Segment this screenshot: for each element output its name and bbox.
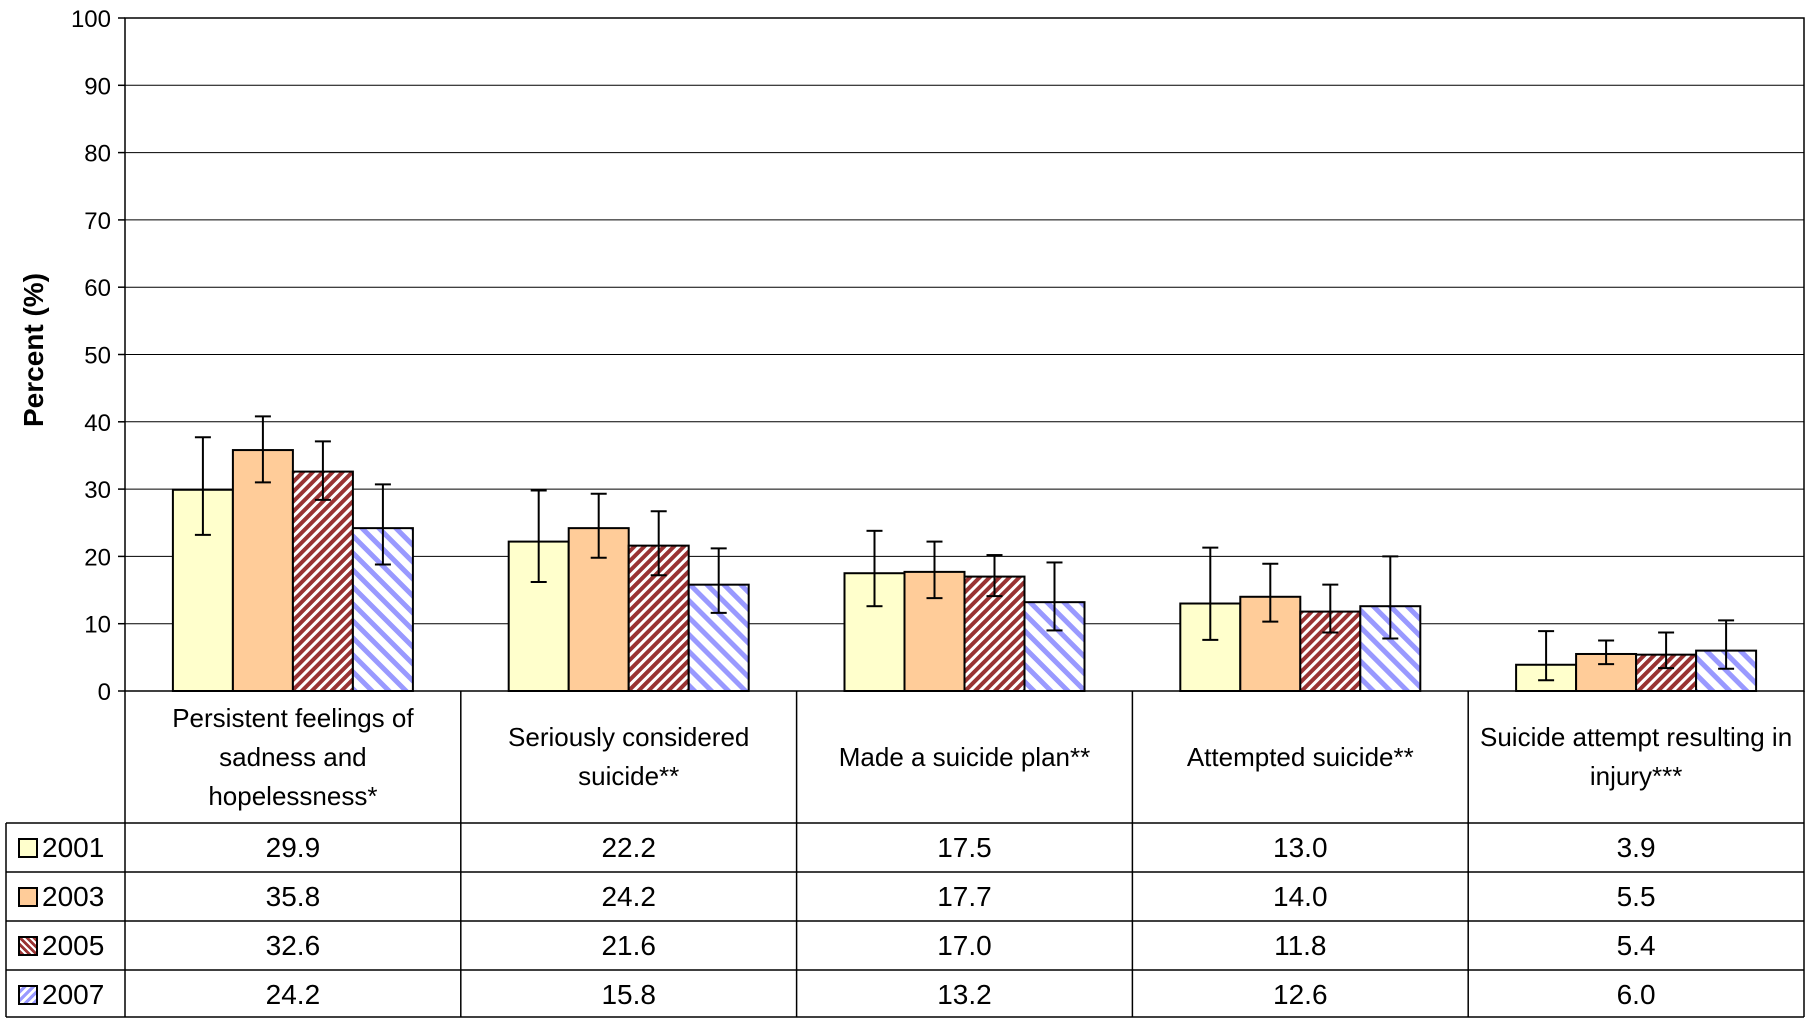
y-tick-label: 70 [84, 208, 111, 235]
legend-row-2005: 2005 [6, 921, 125, 970]
legend-label: 2005 [42, 929, 105, 961]
legend-label: 2003 [42, 880, 105, 912]
y-tick-label: 80 [84, 141, 111, 168]
table-cell: 5.5 [1616, 880, 1656, 912]
table-cell: 6.0 [1616, 978, 1656, 1010]
bar-2003-0 [231, 449, 294, 693]
bars [171, 449, 1758, 693]
y-tick-label: 90 [84, 73, 111, 100]
table-cell: 29.9 [265, 831, 321, 863]
y-tick-label: 50 [84, 343, 111, 370]
legend-row-2003: 2003 [6, 872, 125, 921]
y-tick-label: 10 [84, 612, 111, 639]
legend-swatch-2001 [18, 837, 38, 858]
x-category-label: Made a suicide plan** [838, 741, 1091, 772]
table-cell: 21.6 [601, 929, 656, 961]
table-cell: 17.7 [937, 880, 992, 912]
x-category-label: Suicide attempt resulting in injury*** [1480, 722, 1793, 791]
error-bars [194, 415, 1735, 682]
legend-label: 2001 [42, 831, 105, 863]
x-category-label: Attempted suicide** [1186, 741, 1414, 772]
x-category-label: Persistent feelings of sadness and hopel… [172, 702, 414, 811]
table-cell: 13.2 [937, 978, 992, 1010]
bar-2005-0 [291, 470, 354, 692]
table-cell: 35.8 [265, 880, 321, 912]
table-cell: 12.6 [1273, 978, 1328, 1010]
table-cell: 17.0 [937, 929, 992, 961]
table-cell: 14.0 [1273, 880, 1328, 912]
data-table-grid [5, 691, 1805, 1018]
table-cell: 11.8 [1274, 929, 1327, 961]
y-axis-label: Percent (%) [18, 272, 49, 428]
y-tick-label: 20 [84, 544, 111, 571]
table-cell: 17.5 [937, 831, 992, 863]
legend-swatch-2003 [18, 886, 38, 907]
table-cell: 3.9 [1616, 831, 1656, 863]
table-cell: 15.8 [601, 978, 656, 1010]
x-category-label: Seriously considered suicide** [508, 722, 750, 791]
y-tick-label: 100 [71, 6, 111, 33]
y-tick-label: 0 [98, 679, 111, 706]
y-tick-label: 30 [84, 477, 111, 504]
legend-label: 2007 [42, 978, 105, 1010]
table-cell: 13.0 [1273, 831, 1328, 863]
y-tick-label: 40 [84, 410, 111, 437]
table-cell: 5.4 [1616, 929, 1656, 961]
legend-row-2007: 2007 [6, 970, 125, 1019]
legend-swatch-2005 [18, 935, 38, 956]
plot-frame [124, 17, 1805, 692]
table-cell: 32.6 [265, 929, 321, 961]
legend-swatch-2007 [18, 984, 38, 1005]
y-axis-ticks: 0 10 20 30 40 50 60 70 80 90 100 [71, 6, 125, 706]
plot-area-border [124, 17, 1805, 692]
table-cell: 24.2 [265, 978, 321, 1010]
table-cell: 24.2 [601, 880, 656, 912]
y-tick-label: 60 [84, 275, 111, 302]
table-cell: 22.2 [601, 831, 656, 863]
legend-row-2001: 2001 [6, 823, 125, 872]
